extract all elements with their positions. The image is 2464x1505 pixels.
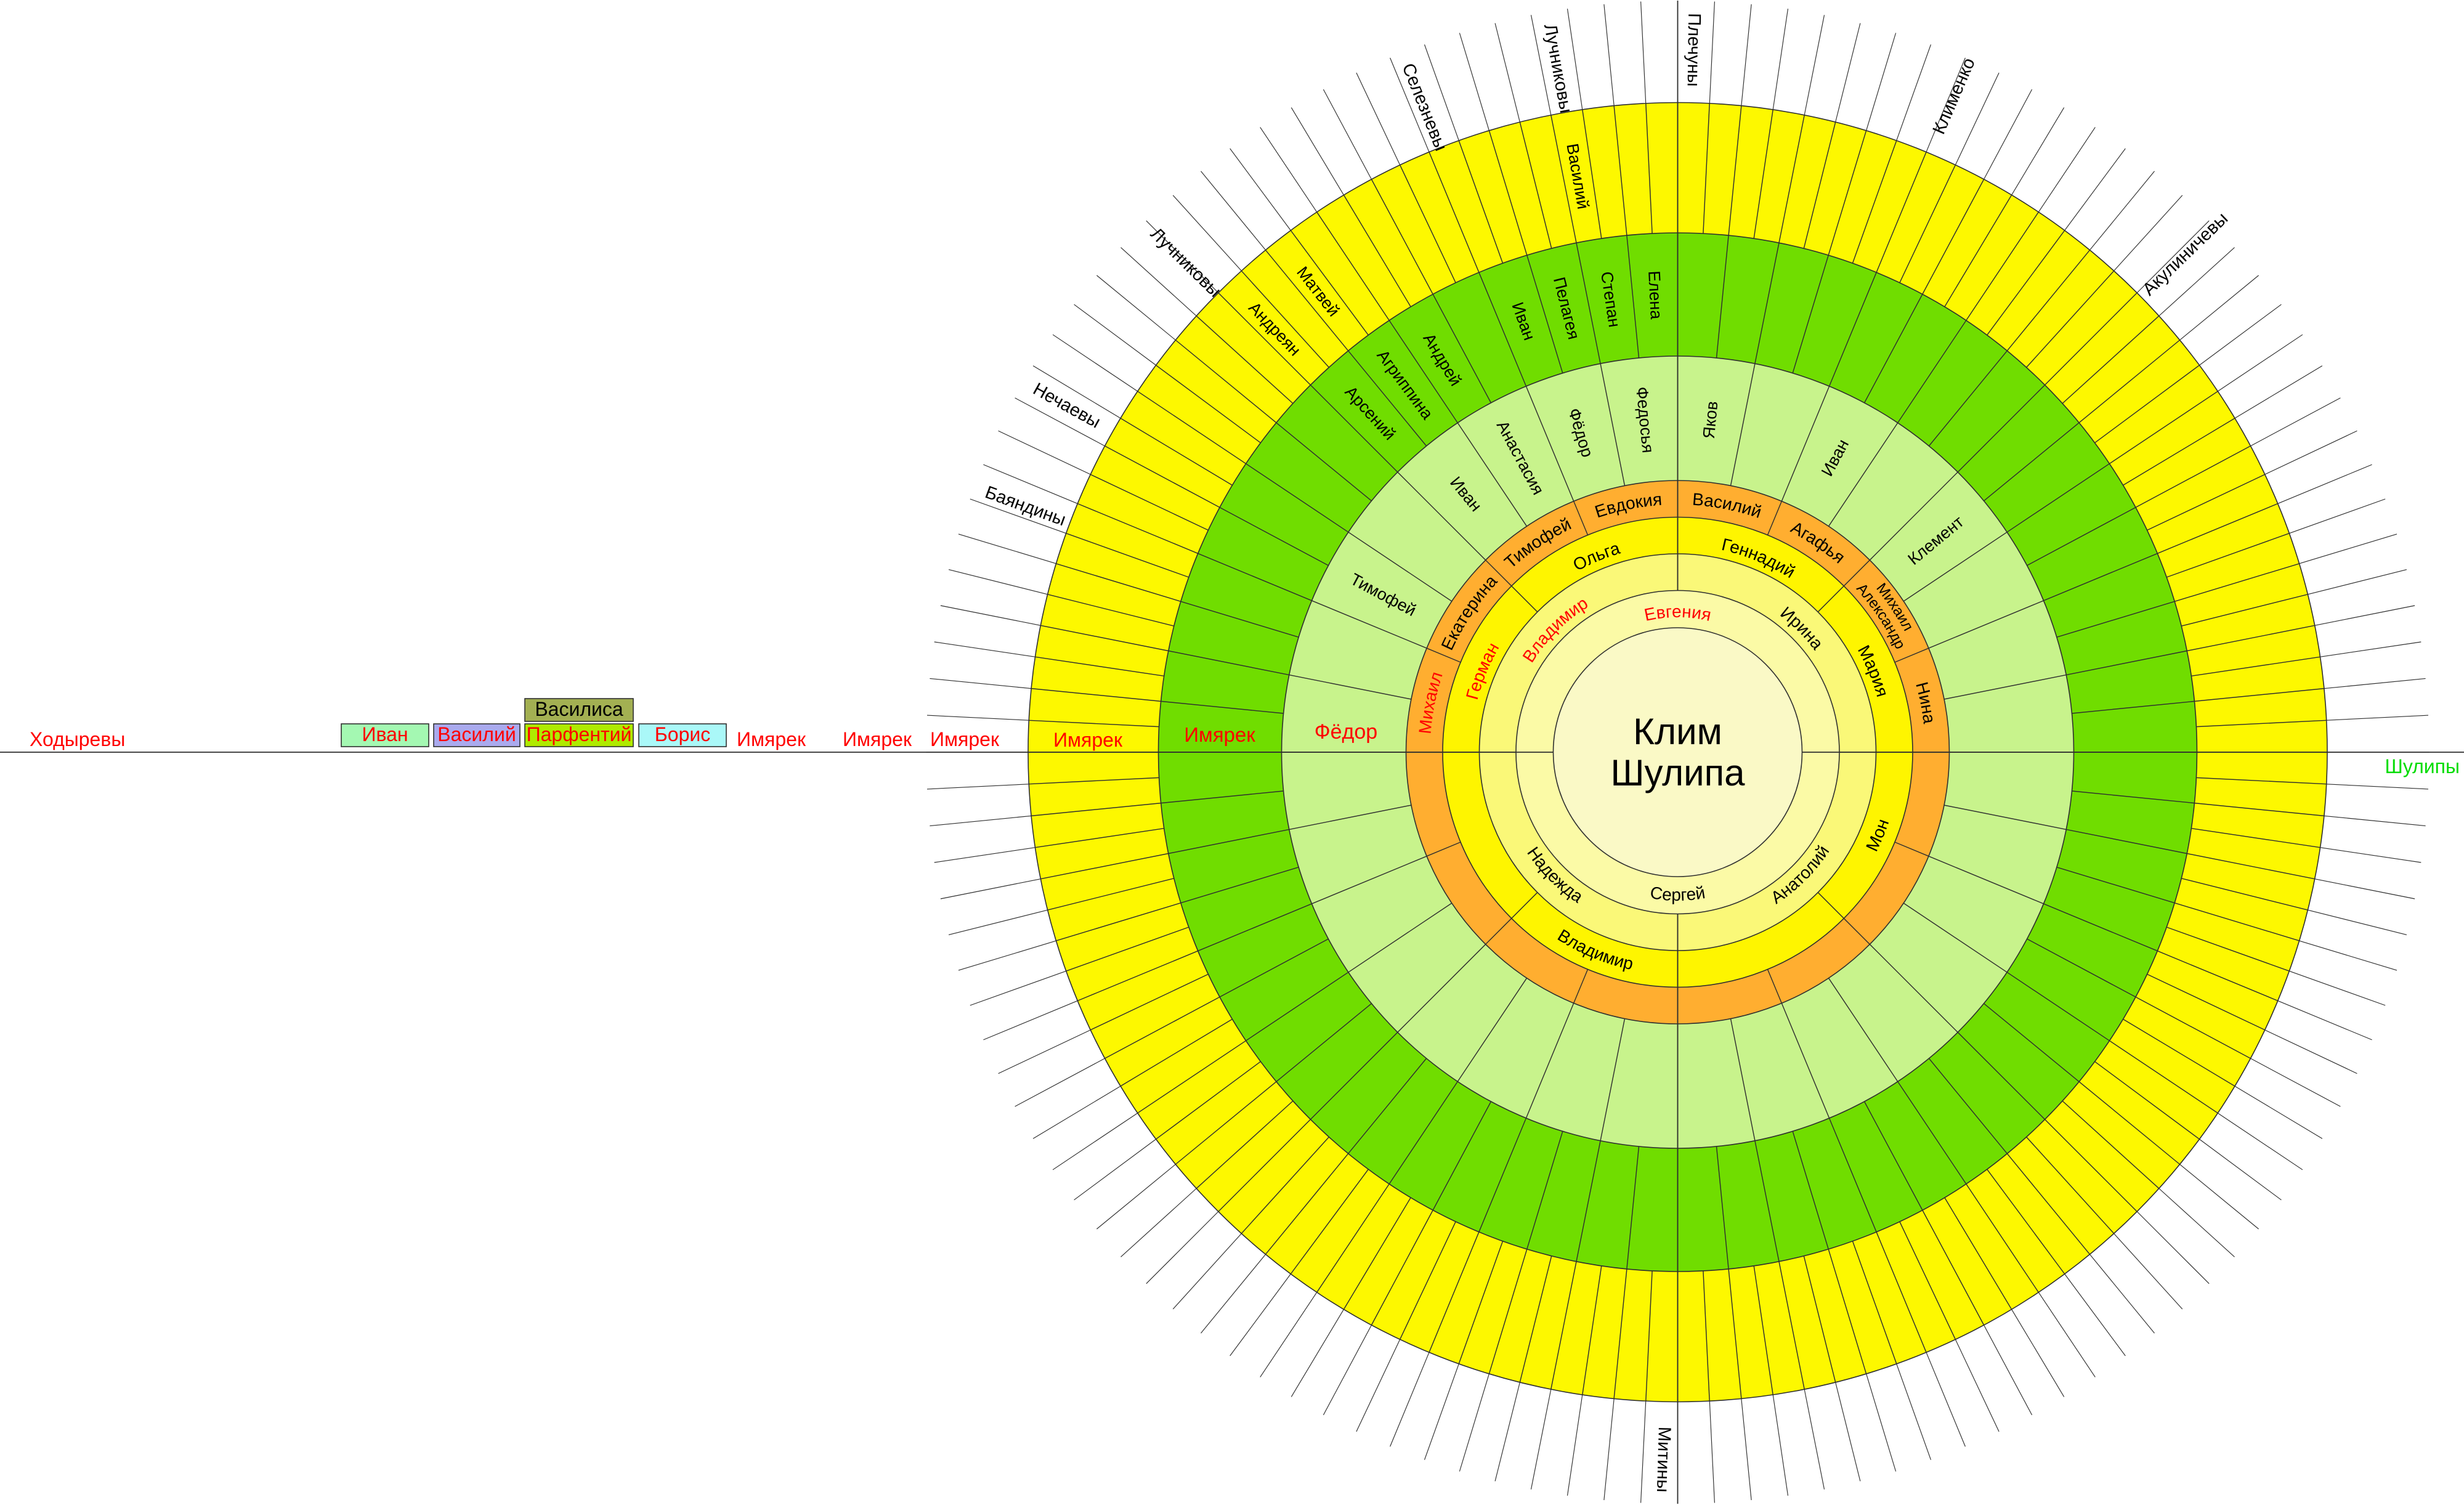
svg-text:Имярек: Имярек [1053, 729, 1123, 751]
svg-text:Парфентий: Парфентий [527, 723, 632, 745]
svg-text:Сергей: Сергей [1649, 883, 1707, 904]
svg-text:Ходыревы: Ходыревы [30, 728, 125, 750]
svg-text:Борис: Борис [655, 723, 710, 745]
svg-text:Шулипы: Шулипы [2385, 755, 2460, 777]
svg-text:Иван: Иван [362, 723, 408, 745]
svg-text:Плечуны: Плечуны [1684, 13, 1704, 87]
svg-text:Имярек: Имярек [1184, 723, 1255, 746]
svg-text:Имярек: Имярек [843, 728, 912, 750]
svg-text:Митины: Митины [1653, 1426, 1674, 1493]
svg-text:Шулипа: Шулипа [1610, 752, 1745, 793]
svg-text:Василиса: Василиса [535, 698, 623, 720]
svg-text:Яков: Яков [1700, 400, 1722, 440]
svg-text:Василий: Василий [437, 723, 516, 745]
svg-text:Елена: Елена [1645, 270, 1666, 320]
svg-text:Фёдор: Фёдор [1315, 720, 1377, 744]
svg-text:Имярек: Имярек [737, 728, 806, 750]
svg-text:Имярек: Имярек [930, 728, 1000, 750]
svg-text:Клим: Клим [1633, 711, 1722, 752]
